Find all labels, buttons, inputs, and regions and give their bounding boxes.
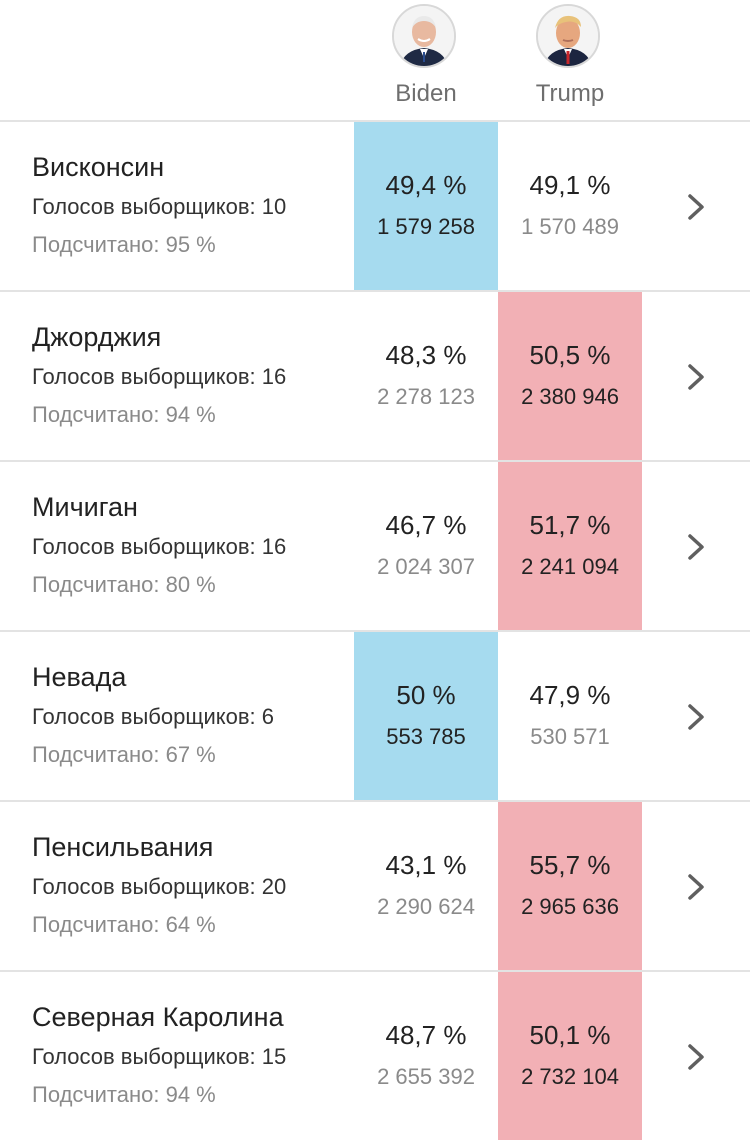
biden-result: 49,4 % 1 579 258 — [354, 122, 498, 290]
electoral-votes: Голосов выборщиков: 16 — [32, 364, 287, 389]
trump-percent: 51,7 % — [529, 510, 611, 540]
electoral-votes: Голосов выборщиков: 15 — [32, 1044, 287, 1069]
chevron-right-icon[interactable] — [684, 532, 708, 562]
candidate-name: Biden — [395, 80, 457, 107]
trump-percent: 50,1 % — [529, 1020, 611, 1050]
counted-percent: Подсчитано: 80 % — [32, 572, 216, 597]
state-name: Пенсильвания — [32, 832, 214, 862]
trump-result: 50,1 % 2 732 104 — [498, 972, 642, 1140]
trump-percent: 55,7 % — [529, 850, 611, 880]
state-row[interactable]: Джорджия Голосов выборщиков: 16 Подсчита… — [0, 292, 750, 462]
counted-percent: Подсчитано: 64 % — [32, 912, 216, 937]
state-row[interactable]: Северная Каролина Голосов выборщиков: 15… — [0, 972, 750, 1142]
counted-percent: Подсчитано: 94 % — [32, 1082, 216, 1107]
state-row[interactable]: Висконсин Голосов выборщиков: 10 Подсчит… — [0, 122, 750, 292]
trump-votes: 2 241 094 — [521, 554, 619, 579]
biden-result: 48,7 % 2 655 392 — [354, 972, 498, 1140]
chevron-right-icon[interactable] — [684, 362, 708, 392]
biden-percent: 48,7 % — [385, 1020, 467, 1050]
state-name: Мичиган — [32, 492, 138, 522]
chevron-right-icon[interactable] — [684, 1042, 708, 1072]
biden-votes: 553 785 — [386, 724, 466, 749]
biden-result: 48,3 % 2 278 123 — [354, 292, 498, 460]
biden-votes: 2 290 624 — [377, 894, 475, 919]
counted-percent: Подсчитано: 67 % — [32, 742, 216, 767]
counted-percent: Подсчитано: 94 % — [32, 402, 216, 427]
electoral-votes: Голосов выборщиков: 20 — [32, 874, 287, 899]
state-name: Невада — [32, 662, 127, 692]
trump-result: 55,7 % 2 965 636 — [498, 802, 642, 970]
trump-percent: 50,5 % — [529, 340, 611, 370]
biden-percent: 49,4 % — [385, 170, 467, 200]
state-row[interactable]: Пенсильвания Голосов выборщиков: 20 Подс… — [0, 802, 750, 972]
trump-votes: 1 570 489 — [521, 214, 619, 239]
state-name: Висконсин — [32, 152, 165, 182]
trump-result: 51,7 % 2 241 094 — [498, 462, 642, 630]
state-name: Северная Каролина — [32, 1002, 284, 1032]
biden-avatar-icon — [392, 4, 456, 68]
electoral-votes: Голосов выборщиков: 10 — [32, 194, 287, 219]
biden-votes: 2 278 123 — [377, 384, 475, 409]
trump-votes: 2 965 636 — [521, 894, 619, 919]
trump-votes: 2 732 104 — [521, 1064, 619, 1089]
biden-percent: 43,1 % — [385, 850, 467, 880]
electoral-votes: Голосов выборщиков: 16 — [32, 534, 287, 559]
chevron-right-icon[interactable] — [684, 192, 708, 222]
biden-result: 50 % 553 785 — [354, 632, 498, 800]
biden-percent: 48,3 % — [385, 340, 467, 370]
biden-percent: 46,7 % — [385, 510, 467, 540]
candidates-header: Biden Trump — [0, 0, 750, 122]
biden-result: 43,1 % 2 290 624 — [354, 802, 498, 970]
states-list: Висконсин Голосов выборщиков: 10 Подсчит… — [0, 122, 750, 1142]
state-row[interactable]: Мичиган Голосов выборщиков: 16 Подсчитан… — [0, 462, 750, 632]
state-row[interactable]: Невада Голосов выборщиков: 6 Подсчитано:… — [0, 632, 750, 802]
trump-votes: 530 571 — [530, 724, 610, 749]
biden-result: 46,7 % 2 024 307 — [354, 462, 498, 630]
biden-votes: 1 579 258 — [377, 214, 475, 239]
trump-result: 49,1 % 1 570 489 — [498, 122, 642, 290]
electoral-votes: Голосов выборщиков: 6 — [32, 704, 275, 729]
biden-votes: 2 655 392 — [377, 1064, 475, 1089]
chevron-right-icon[interactable] — [684, 702, 708, 732]
candidate-trump: Trump — [498, 0, 642, 122]
trump-percent: 49,1 % — [529, 170, 611, 200]
candidate-name: Trump — [535, 80, 605, 107]
biden-percent: 50 % — [396, 680, 456, 710]
trump-avatar-icon — [536, 4, 600, 68]
counted-percent: Подсчитано: 95 % — [32, 232, 216, 257]
trump-result: 50,5 % 2 380 946 — [498, 292, 642, 460]
biden-votes: 2 024 307 — [377, 554, 475, 579]
state-name: Джорджия — [32, 322, 162, 352]
trump-result: 47,9 % 530 571 — [498, 632, 642, 800]
chevron-right-icon[interactable] — [684, 872, 708, 902]
candidate-biden: Biden — [354, 0, 498, 122]
trump-votes: 2 380 946 — [521, 384, 619, 409]
trump-percent: 47,9 % — [529, 680, 611, 710]
